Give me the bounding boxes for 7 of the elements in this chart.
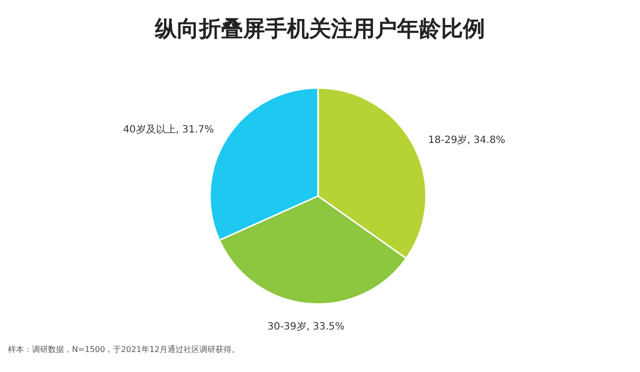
- pie-slice: [317, 87, 427, 260]
- slice-label: 18-29岁, 34.8%: [428, 134, 506, 146]
- pie-slice: [218, 195, 407, 305]
- slice-label: 40岁及以上, 31.7%: [123, 124, 214, 136]
- chart-title: 纵向折叠屏手机关注用户年龄比例: [154, 16, 485, 42]
- text: 样本：调研数据，N=1500，于2021年12月通过社区调研获得。: [8, 345, 240, 354]
- slice-label: 30-39岁, 33.5%: [267, 320, 345, 332]
